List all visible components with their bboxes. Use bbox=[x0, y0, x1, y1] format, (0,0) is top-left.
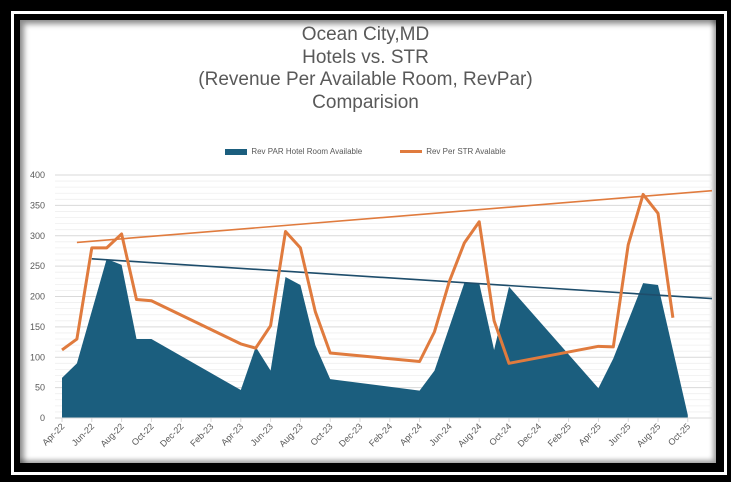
legend-label-str: Rev Per STR Avalable bbox=[426, 147, 506, 156]
y-tick-label: 250 bbox=[30, 261, 45, 271]
hotel-area-path bbox=[62, 258, 688, 418]
x-tick-label: Aug-24 bbox=[456, 421, 484, 449]
y-tick-label: 50 bbox=[35, 383, 45, 393]
x-tick-label: Oct-25 bbox=[666, 421, 692, 447]
x-tick-label: Aug-22 bbox=[98, 421, 126, 449]
y-tick-label: 0 bbox=[40, 413, 45, 423]
x-tick-label: Dec-23 bbox=[337, 421, 365, 449]
x-tick-label: Aug-23 bbox=[277, 421, 305, 449]
str-revpar-line bbox=[61, 192, 675, 365]
y-tick-label: 200 bbox=[30, 292, 45, 302]
legend-swatch-hotel bbox=[225, 148, 248, 155]
x-tick-label: Apr-23 bbox=[219, 421, 245, 447]
title-line-3: (Revenue Per Available Room, RevPar) bbox=[198, 69, 533, 90]
legend-item-hotel: Rev PAR Hotel Room Available bbox=[225, 147, 362, 156]
x-tick-label: Jun-23 bbox=[248, 421, 275, 448]
y-axis: 0 50 100 150 200 250 300 350 400 bbox=[30, 170, 45, 423]
x-tick-label: Dec-24 bbox=[516, 421, 544, 449]
x-tick-label: Oct-23 bbox=[308, 421, 334, 447]
str-line-path bbox=[61, 192, 675, 365]
x-tick-label: Apr-22 bbox=[40, 421, 66, 447]
legend-label-hotel: Rev PAR Hotel Room Available bbox=[251, 147, 363, 156]
x-tick-label: Oct-22 bbox=[130, 421, 156, 447]
title-line-4: Comparision bbox=[312, 91, 419, 113]
hotel-revpar-area bbox=[62, 258, 688, 418]
outer-frame-line bbox=[11, 11, 727, 475]
legend-swatch-str bbox=[400, 150, 423, 153]
y-tick-label: 400 bbox=[30, 170, 45, 180]
legend-item-str: Rev Per STR Avalable bbox=[400, 147, 506, 156]
x-axis: Apr-22 Jun-22 Aug-22 Oct-22 Dec-22 Feb-23 Apr-… bbox=[40, 417, 712, 449]
chart-legend: Rev PAR Hotel Room Available Rev Per STR… bbox=[0, 147, 731, 156]
hotel-trendline bbox=[91, 258, 713, 300]
title-line-2: Hotels vs. STR bbox=[302, 46, 429, 68]
x-tick-label: Apr-25 bbox=[577, 421, 603, 447]
x-tick-label: Feb-24 bbox=[367, 421, 394, 448]
x-tick-label: Feb-23 bbox=[188, 421, 215, 448]
x-tick-label: Jun-25 bbox=[606, 421, 633, 448]
y-tick-label: 300 bbox=[30, 231, 45, 241]
trendline-path bbox=[76, 189, 713, 244]
y-tick-label: 150 bbox=[30, 322, 45, 332]
trendline-path bbox=[91, 258, 713, 300]
x-tick-label: Aug-25 bbox=[635, 421, 663, 449]
str-trendline bbox=[76, 189, 713, 244]
x-tick-label: Dec-22 bbox=[158, 421, 186, 449]
x-tick-label: Jun-22 bbox=[70, 421, 97, 448]
x-tick-label: Jun-24 bbox=[427, 421, 454, 448]
y-tick-label: 100 bbox=[30, 352, 45, 362]
x-tick-label: Oct-24 bbox=[487, 421, 513, 447]
x-tick-label: Feb-25 bbox=[546, 421, 573, 448]
chart-title: Ocean City,MD Hotels vs. STR (Revenue Pe… bbox=[0, 24, 731, 114]
x-tick-label: Apr-24 bbox=[398, 421, 424, 447]
y-tick-label: 350 bbox=[30, 200, 45, 210]
title-line-1: Ocean City,MD bbox=[301, 24, 430, 45]
